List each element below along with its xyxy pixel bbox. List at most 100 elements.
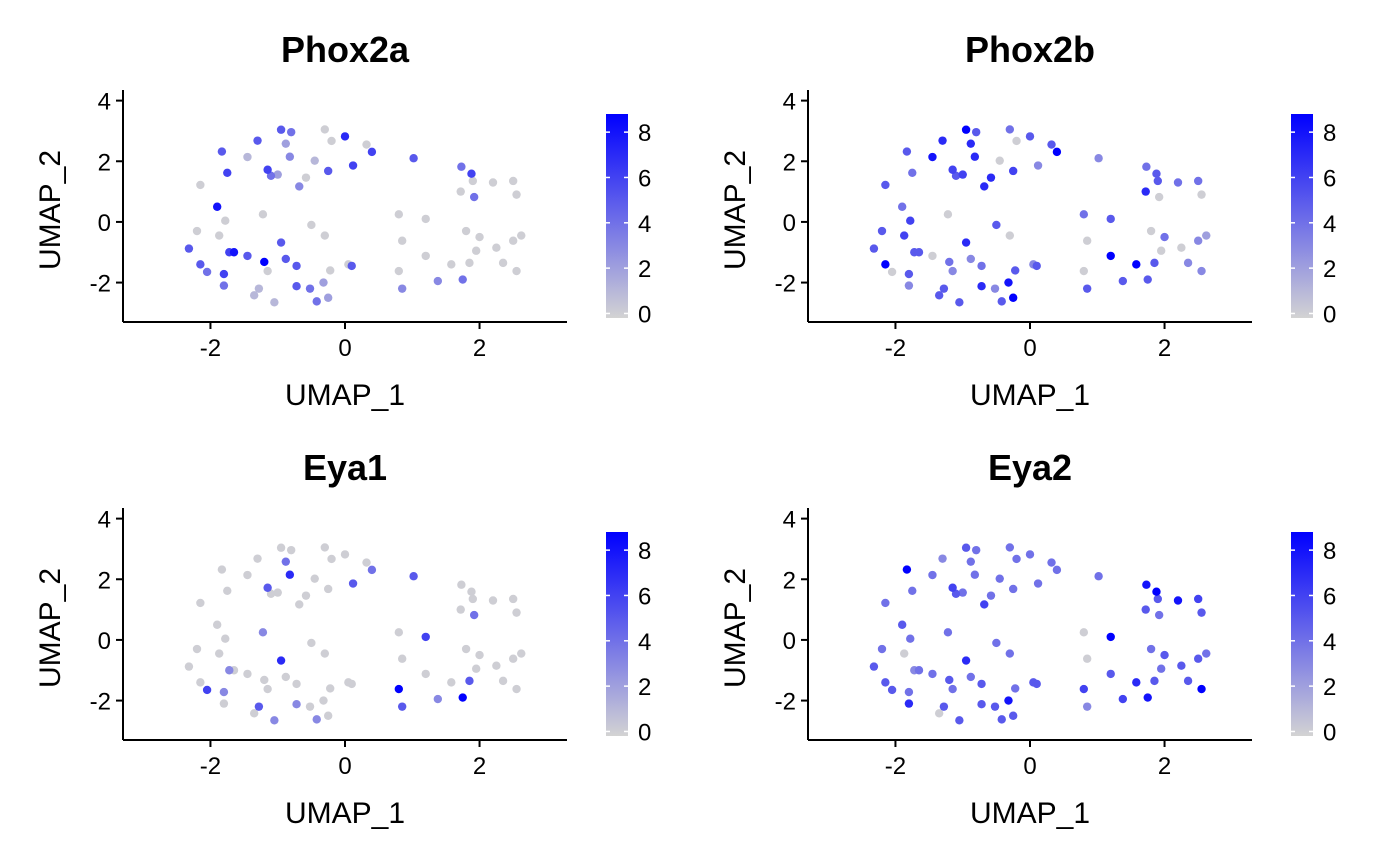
cell-point: [977, 261, 986, 271]
cell-point: [263, 684, 272, 694]
cell-point: [955, 298, 964, 307]
y-tick-label: 4: [783, 89, 796, 116]
colorbar: [606, 114, 628, 318]
cell-point: [955, 716, 964, 725]
cell-point: [980, 600, 989, 609]
cell-point: [1004, 696, 1013, 705]
y-tick-label: 4: [783, 507, 796, 534]
cell-point: [433, 694, 443, 704]
y-axis-label: UMAP_2: [34, 150, 67, 270]
cell-point: [928, 251, 937, 261]
cell-point: [939, 284, 949, 293]
cell-point: [1005, 543, 1015, 552]
cell-point: [902, 147, 912, 156]
cell-point: [1150, 676, 1159, 686]
cell-point: [471, 246, 481, 255]
cell-point: [1193, 176, 1203, 186]
cell-point: [512, 684, 521, 694]
cell-point: [397, 702, 407, 711]
cell-point: [869, 662, 879, 671]
cell-point: [312, 715, 321, 724]
cell-point: [276, 238, 286, 247]
cell-point: [469, 192, 479, 202]
cell-point: [881, 180, 890, 190]
cell-point: [433, 276, 443, 286]
cell-point: [881, 678, 890, 687]
cell-point: [971, 545, 981, 555]
cell-point: [934, 709, 944, 718]
x-tick-label: 2: [473, 753, 486, 780]
cell-point: [1094, 572, 1103, 581]
cell-point: [492, 661, 501, 670]
cell-point: [1160, 232, 1169, 242]
cell-point: [897, 202, 907, 211]
cell-point: [475, 232, 484, 242]
cell-point: [310, 574, 319, 583]
x-axis-label: UMAP_1: [285, 797, 405, 830]
cell-point: [1153, 176, 1163, 186]
cell-point: [977, 700, 986, 709]
cell-point: [966, 672, 975, 682]
cell-point: [1197, 266, 1206, 276]
cell-point: [1079, 684, 1089, 694]
x-tick-label: 2: [1158, 753, 1171, 780]
colorbar-tick-label: 4: [638, 211, 651, 238]
cell-point: [971, 127, 981, 137]
cell-point: [184, 662, 194, 671]
cell-point: [217, 565, 227, 574]
cell-point: [362, 558, 371, 567]
colorbar-tick-label: 4: [1323, 629, 1336, 656]
cell-point: [292, 700, 301, 709]
cell-point: [1142, 162, 1151, 171]
x-axis-label: UMAP_1: [970, 379, 1090, 412]
cell-point: [1173, 178, 1183, 187]
cell-point: [219, 699, 229, 708]
cell-point: [367, 147, 377, 157]
y-tick-label: -2: [775, 689, 796, 716]
cell-point: [1177, 661, 1186, 670]
cell-point: [961, 543, 971, 552]
cell-point: [202, 267, 212, 277]
cell-point: [877, 226, 887, 236]
cell-point: [958, 588, 967, 597]
panel-title: Phox2a: [281, 29, 410, 70]
cell-point: [961, 656, 971, 665]
y-tick-label: -2: [90, 271, 111, 298]
cell-point: [1183, 676, 1193, 686]
cell-point: [249, 709, 259, 718]
colorbar-tick-label: 2: [638, 674, 651, 701]
cell-point: [468, 594, 478, 604]
cell-point: [1025, 132, 1035, 141]
cell-point: [263, 583, 272, 592]
cell-point: [1173, 596, 1183, 605]
cell-point: [908, 168, 917, 177]
cell-point: [904, 281, 914, 290]
cell-point: [958, 170, 967, 179]
cell-point: [281, 139, 290, 148]
cell-point: [1142, 580, 1151, 589]
cell-point: [1177, 243, 1186, 252]
x-tick-label: -2: [200, 335, 221, 362]
y-tick-label: 2: [98, 149, 111, 176]
cell-point: [475, 650, 484, 660]
cell-point: [997, 715, 1006, 724]
colorbar: [1291, 532, 1313, 736]
cell-point: [508, 594, 518, 604]
cell-point: [461, 644, 471, 654]
cell-point: [881, 598, 890, 608]
cell-point: [461, 226, 471, 236]
cell-point: [409, 572, 418, 581]
cell-point: [301, 591, 311, 600]
cell-point: [1033, 161, 1043, 170]
panel-title: Eya2: [988, 447, 1072, 488]
cell-point: [340, 132, 350, 141]
cell-point: [934, 291, 944, 300]
y-tick-label: 2: [98, 567, 111, 594]
cell-point: [348, 161, 358, 170]
cell-point: [906, 634, 915, 643]
cell-point: [1118, 276, 1128, 286]
cell-point: [1052, 147, 1062, 157]
cell-point: [221, 216, 230, 225]
cell-point: [1008, 293, 1018, 302]
cell-point: [243, 669, 252, 679]
